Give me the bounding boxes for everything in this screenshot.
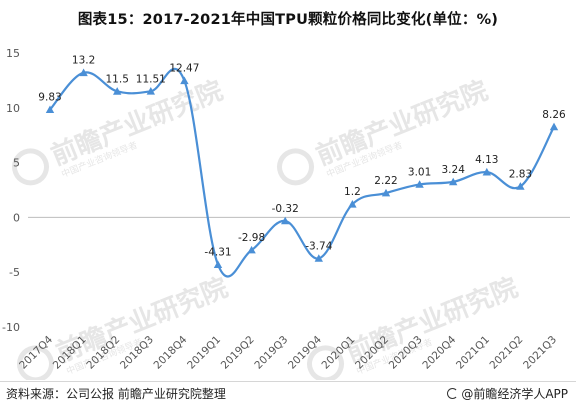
chart-title: 图表15：2017-2021年中国TPU颗粒价格同比变化(单位：%) xyxy=(77,12,499,28)
x-tick-label: 2018Q4 xyxy=(152,333,190,371)
x-tick-label: 2019Q2 xyxy=(219,334,257,372)
data-point-marker xyxy=(482,167,491,176)
x-tick-label: 2021Q3 xyxy=(521,334,559,372)
x-tick-label: 2021Q1 xyxy=(454,334,492,372)
y-tick-label: 15 xyxy=(6,47,20,60)
data-point-marker xyxy=(516,182,525,190)
data-point-marker xyxy=(314,254,323,262)
watermark-logo-icon xyxy=(12,148,50,186)
data-label: -3.74 xyxy=(305,240,332,252)
data-point-marker xyxy=(348,200,357,208)
brand-text: @前瞻经济学人APP xyxy=(461,387,568,401)
data-point-marker xyxy=(549,122,559,131)
data-point-marker xyxy=(247,245,256,254)
y-tick-label: -10 xyxy=(2,321,20,334)
data-label: -2.98 xyxy=(238,232,265,244)
x-tick-label: 2019Q3 xyxy=(252,334,290,372)
data-point-marker xyxy=(281,216,290,225)
y-tick-label: -5 xyxy=(9,266,20,279)
source-note: 资料来源：公司公报 前瞻产业研究院整理 xyxy=(6,387,226,401)
data-label: 3.24 xyxy=(442,164,466,176)
watermark-logo-icon xyxy=(17,345,55,380)
data-label: 12.47 xyxy=(169,63,199,75)
data-label: 2.83 xyxy=(509,168,532,180)
footer-divider xyxy=(0,381,576,382)
x-tick-label: 2019Q4 xyxy=(286,333,324,371)
y-tick-label: 0 xyxy=(13,211,20,224)
data-label: 11.51 xyxy=(136,73,166,85)
data-point-marker xyxy=(113,87,122,95)
data-label: -4.31 xyxy=(204,247,231,259)
data-point-marker xyxy=(213,260,223,268)
data-label: 13.2 xyxy=(72,55,95,67)
data-point-marker xyxy=(449,177,458,186)
data-label: 1.2 xyxy=(344,186,361,198)
data-point-marker xyxy=(45,105,55,114)
data-point-marker xyxy=(79,68,88,77)
data-label: 11.5 xyxy=(106,73,129,85)
data-label: 3.01 xyxy=(408,166,431,178)
watermark-logo-icon xyxy=(307,345,345,380)
watermark-text: 前瞻产业研究院 xyxy=(312,75,492,172)
x-tick-label: 2021Q2 xyxy=(488,334,526,372)
data-point-marker xyxy=(381,188,391,197)
x-tick-label: 2019Q1 xyxy=(185,334,223,372)
brand-logo-icon xyxy=(447,388,459,399)
data-point-marker xyxy=(180,76,189,85)
data-point-marker xyxy=(146,87,155,95)
y-tick-label: 5 xyxy=(13,157,20,170)
brand-credit: @前瞻经济学人APP xyxy=(447,385,568,402)
data-label: 9.83 xyxy=(38,92,61,104)
data-label: -0.32 xyxy=(272,203,299,215)
series-line-group xyxy=(45,67,559,278)
data-point-marker xyxy=(415,180,424,188)
watermark-logo-icon xyxy=(277,148,315,186)
y-tick-label: 10 xyxy=(6,102,20,115)
footer: 资料来源：公司公报 前瞻产业研究院整理 @前瞻经济学人APP xyxy=(0,381,576,413)
data-label: 8.26 xyxy=(542,109,566,121)
data-label: 2.22 xyxy=(374,175,397,187)
data-label: 4.13 xyxy=(475,154,498,166)
